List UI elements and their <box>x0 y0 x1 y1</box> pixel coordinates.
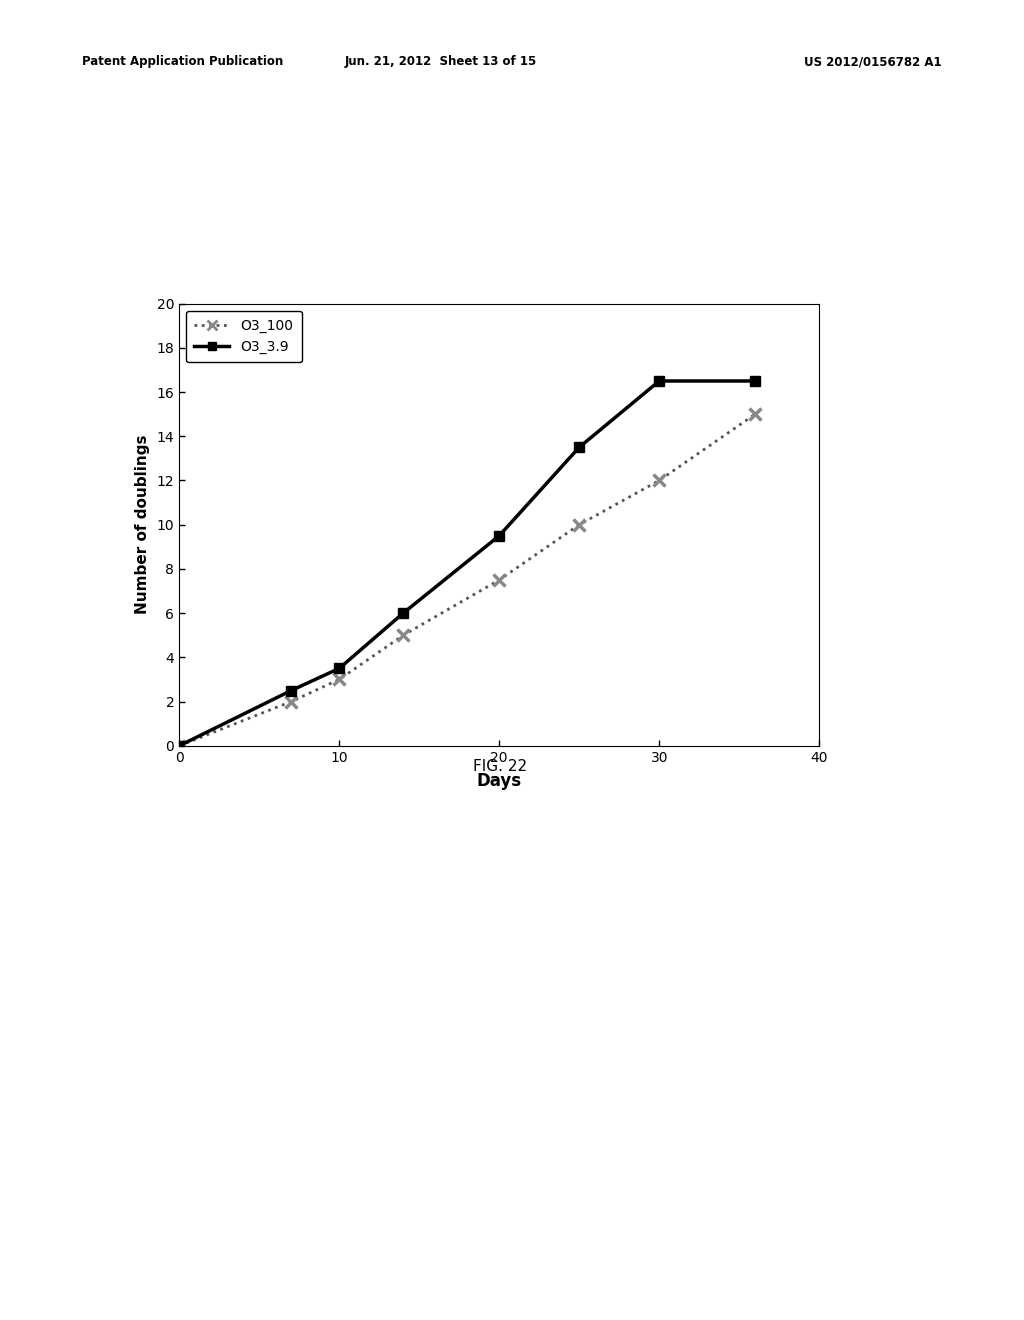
Legend: O3_100, O3_3.9: O3_100, O3_3.9 <box>186 310 302 363</box>
O3_100 <box>653 473 666 488</box>
Text: Patent Application Publication: Patent Application Publication <box>82 55 284 69</box>
O3_100 <box>333 672 345 688</box>
O3_3.9 <box>573 440 586 455</box>
Text: FIG. 22: FIG. 22 <box>473 759 526 774</box>
Line: O3_100: O3_100 <box>173 408 762 752</box>
O3_100 <box>397 627 410 643</box>
O3_3.9 <box>653 374 666 389</box>
O3_3.9 <box>333 660 345 676</box>
Text: Jun. 21, 2012  Sheet 13 of 15: Jun. 21, 2012 Sheet 13 of 15 <box>344 55 537 69</box>
O3_3.9 <box>397 605 410 622</box>
Y-axis label: Number of doublings: Number of doublings <box>134 436 150 614</box>
O3_3.9 <box>173 738 185 754</box>
O3_100 <box>494 572 506 587</box>
O3_3.9 <box>285 682 297 698</box>
O3_100 <box>750 407 762 422</box>
O3_3.9 <box>494 528 506 544</box>
O3_100 <box>573 516 586 532</box>
O3_100 <box>285 694 297 710</box>
Text: US 2012/0156782 A1: US 2012/0156782 A1 <box>805 55 942 69</box>
Line: O3_3.9: O3_3.9 <box>174 376 760 751</box>
O3_3.9 <box>750 374 762 389</box>
X-axis label: Days: Days <box>476 772 522 789</box>
O3_100 <box>173 738 185 754</box>
